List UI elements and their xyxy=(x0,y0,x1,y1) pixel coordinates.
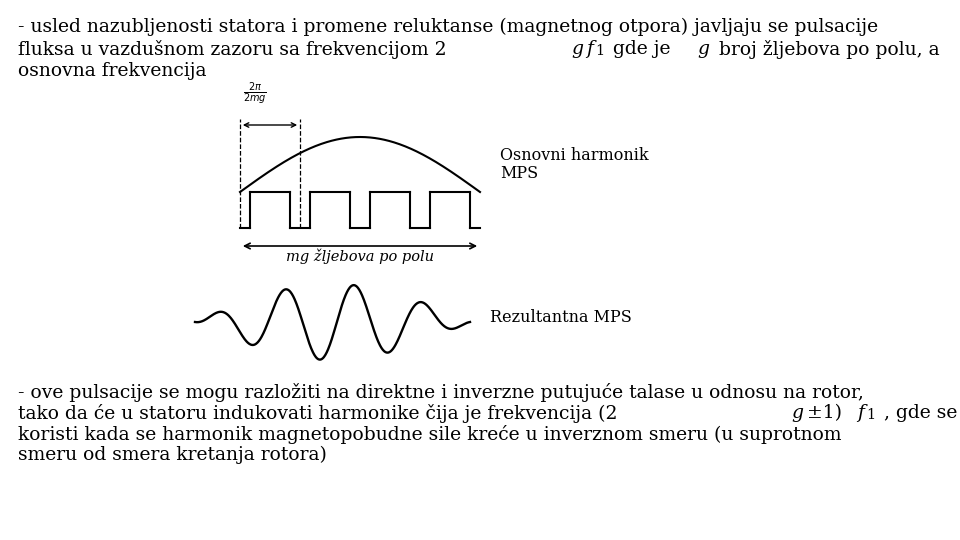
Text: , gde se znak +: , gde se znak + xyxy=(877,404,960,422)
Text: 1: 1 xyxy=(866,408,876,422)
Text: - ove pulsacije se mogu razložiti na direktne i inverzne putujuće talase u odnos: - ove pulsacije se mogu razložiti na dir… xyxy=(18,383,864,402)
Text: fluksa u vazdušnom zazoru sa frekvencijom 2: fluksa u vazdušnom zazoru sa frekvencijo… xyxy=(18,40,446,59)
Text: osnovna frekvencija: osnovna frekvencija xyxy=(18,62,206,80)
Text: $\frac{2\pi}{2mg}$: $\frac{2\pi}{2mg}$ xyxy=(243,81,267,107)
Text: broj žljebova po polu, a: broj žljebova po polu, a xyxy=(712,40,946,59)
Text: - usled nazubljenosti statora i promene reluktanse (magnetnog otpora) javljaju s: - usled nazubljenosti statora i promene … xyxy=(18,18,878,36)
Text: g: g xyxy=(571,40,583,58)
Text: f: f xyxy=(857,404,864,422)
Text: f: f xyxy=(587,40,593,58)
Text: Rezultantna MPS: Rezultantna MPS xyxy=(490,308,632,326)
Text: smeru od smera kretanja rotora): smeru od smera kretanja rotora) xyxy=(18,446,326,464)
Text: g: g xyxy=(697,40,709,58)
Text: mg žljebova po polu: mg žljebova po polu xyxy=(286,249,434,265)
Text: MPS: MPS xyxy=(500,165,539,182)
Text: koristi kada se harmonik magnetopobudne sile kreće u inverznom smeru (u suprotno: koristi kada se harmonik magnetopobudne … xyxy=(18,425,842,444)
Text: tako da će u statoru indukovati harmonike čija je frekvencija (2: tako da će u statoru indukovati harmonik… xyxy=(18,404,617,423)
Text: ±1): ±1) xyxy=(807,404,846,422)
Text: g: g xyxy=(792,404,804,422)
Text: 1: 1 xyxy=(595,44,605,58)
Text: Osnovni harmonik: Osnovni harmonik xyxy=(500,147,649,164)
Text: gde je: gde je xyxy=(608,40,677,58)
